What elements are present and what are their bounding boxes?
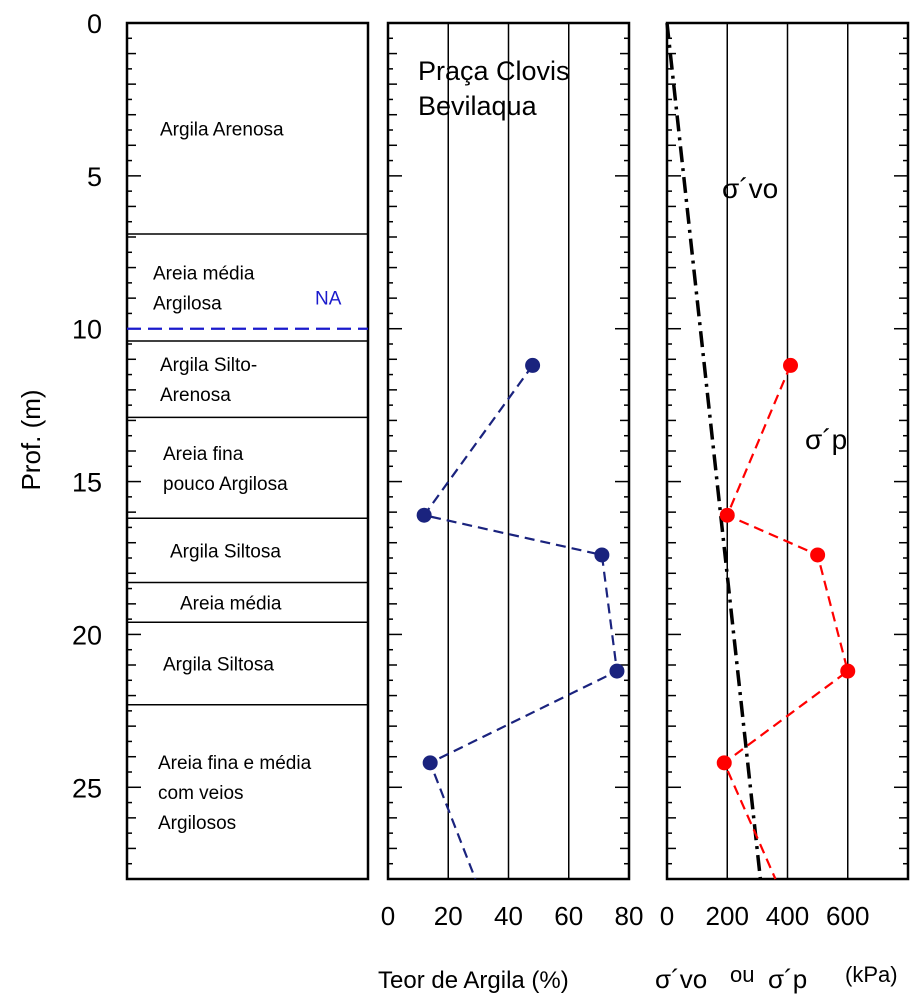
- soil-layer-label: Argila Siltosa: [163, 654, 274, 675]
- y-tick-label: 5: [87, 162, 102, 192]
- soil-column-panel: 0 5 10 15 20 25 Argila Arenosa Areia média Argil…: [72, 9, 370, 881]
- series-label-sigma-p: σ´p: [805, 424, 847, 455]
- data-point: [810, 547, 826, 563]
- unit-label-part: (kPa): [845, 962, 898, 987]
- soil-layer-label: Areia média: [153, 263, 255, 284]
- clay-content-panel: Praça Clovis Bevilaqua 0 20 40 60 80: [381, 21, 644, 931]
- x-tick-label: 0: [381, 901, 395, 931]
- water-table-label: NA: [315, 289, 342, 310]
- x-tick-label: 600: [826, 901, 869, 931]
- stress-panel: 0 200 400 600 σ´vo σ´p: [660, 21, 910, 931]
- panel-title-line-1: Praça Clovis: [418, 56, 570, 86]
- data-point: [783, 357, 799, 373]
- data-point: [525, 357, 541, 373]
- soil-layer-label: Argilosa: [153, 293, 222, 314]
- y-axis-label: Prof. (m): [16, 389, 46, 490]
- ou-label-part: ou: [730, 962, 754, 987]
- x-tick-label: 400: [766, 901, 809, 931]
- data-point: [609, 663, 625, 679]
- soil-layer-label: pouco Argilosa: [163, 474, 288, 495]
- x-tick-label: 0: [660, 901, 674, 931]
- soil-layer-label: Arenosa: [160, 385, 231, 406]
- series-line: [722, 364, 850, 880]
- x-axis-label-stress: σ´vo ou σ´p (kPa): [655, 962, 898, 994]
- soil-layer-label: com veios: [158, 783, 244, 804]
- soil-layer-label: Argila Siltosa: [170, 541, 281, 562]
- data-point: [422, 755, 438, 771]
- x-tick-label: 20: [434, 901, 463, 931]
- x-tick-label: 200: [706, 901, 749, 931]
- data-point: [719, 507, 735, 523]
- y-tick-label: 25: [72, 773, 102, 803]
- sigma-vo-label-part: σ´vo: [655, 964, 707, 994]
- x-tick-label: 80: [615, 901, 644, 931]
- data-point: [716, 755, 732, 771]
- soil-layer-label: Areia média: [180, 593, 282, 614]
- x-tick-label: 60: [554, 901, 583, 931]
- data-point: [840, 663, 856, 679]
- y-tick-label: 20: [72, 620, 102, 650]
- y-tick-label: 0: [87, 9, 102, 39]
- soil-layer-label: Argilosos: [158, 813, 236, 834]
- series-line: [422, 364, 619, 880]
- series-line: [665, 22, 763, 880]
- series-label-sigma-vo: σ´vo: [722, 173, 778, 204]
- panel-title-line-2: Bevilaqua: [418, 91, 538, 121]
- y-tick-label: 15: [72, 468, 102, 498]
- y-tick-label: 10: [72, 315, 102, 345]
- data-point: [594, 547, 610, 563]
- soil-layer-label: Argila Arenosa: [160, 119, 284, 140]
- x-tick-label: 40: [494, 901, 523, 931]
- soil-layer-label: Areia fina e média: [158, 753, 312, 774]
- soil-layer-label: Areia fina: [163, 444, 244, 465]
- data-point: [416, 507, 432, 523]
- soil-layer-label: Argila Silto-: [160, 355, 257, 376]
- x-axis-label-clay: Teor de Argila (%): [378, 967, 569, 994]
- sigma-p-label-part: σ´p: [768, 964, 807, 994]
